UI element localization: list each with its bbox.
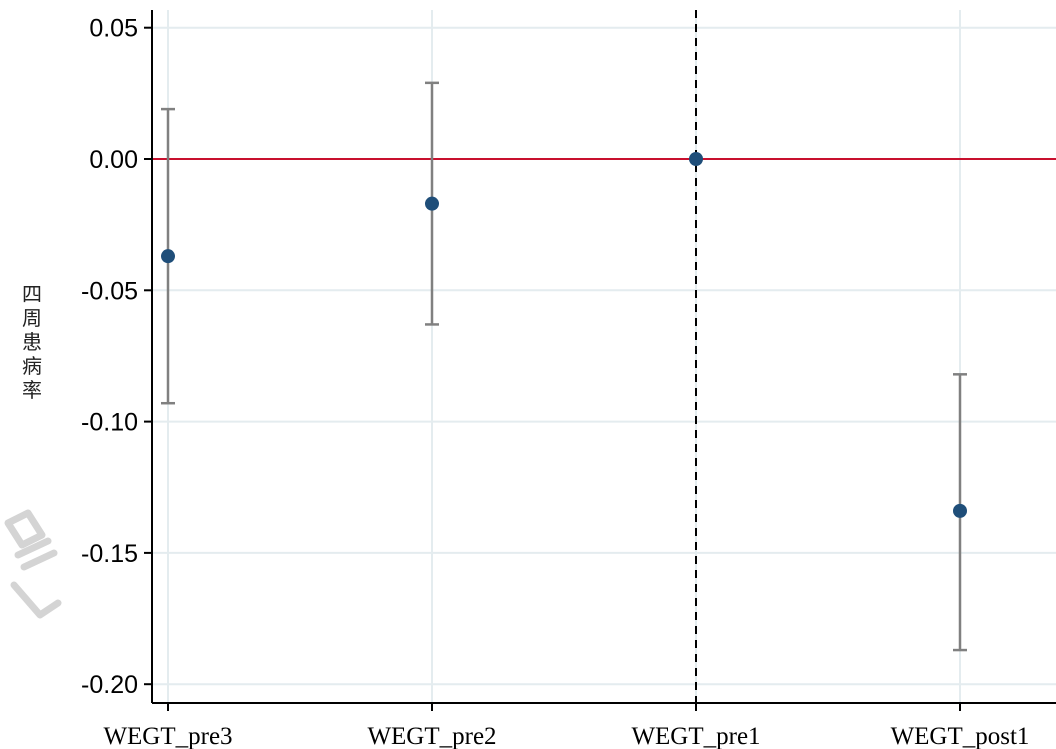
x-tick-label: WEGT_pre3 (103, 723, 232, 749)
estimate-point (161, 249, 175, 264)
y-tick-label: -0.10 (81, 409, 138, 437)
axes (144, 10, 1056, 711)
error-bars (161, 81, 967, 652)
estimate-point (425, 196, 439, 211)
estimate-point (953, 503, 967, 518)
gridlines (152, 10, 1056, 703)
y-axis-label-char: 四 (22, 282, 42, 306)
y-axis-label-char: 率 (22, 378, 42, 402)
y-tick-label: -0.15 (81, 540, 138, 568)
estimate-points (161, 152, 967, 518)
y-axis-label: 四周患病率 (14, 282, 50, 402)
x-tick-label: WEGT_pre1 (631, 723, 760, 749)
y-tick-label: -0.20 (81, 671, 138, 699)
watermark-logo (4, 509, 62, 619)
y-axis-label-char: 周 (22, 306, 42, 330)
y-tick-label: 0.05 (89, 15, 138, 43)
y-tick-label: -0.05 (81, 277, 138, 305)
y-axis-label-char: 患 (22, 330, 42, 354)
x-tick-label: WEGT_pre2 (367, 723, 496, 749)
reference-lines (152, 10, 1056, 703)
estimate-point (689, 152, 703, 166)
x-tick-label: WEGT_post1 (891, 723, 1030, 749)
y-axis-label-char: 病 (22, 354, 42, 378)
tick-labels: 0.05 0.00 -0.05 -0.10 -0.15 -0.20 WEGT_pre3 WEG… (81, 15, 1029, 749)
y-tick-label: 0.00 (89, 146, 138, 174)
